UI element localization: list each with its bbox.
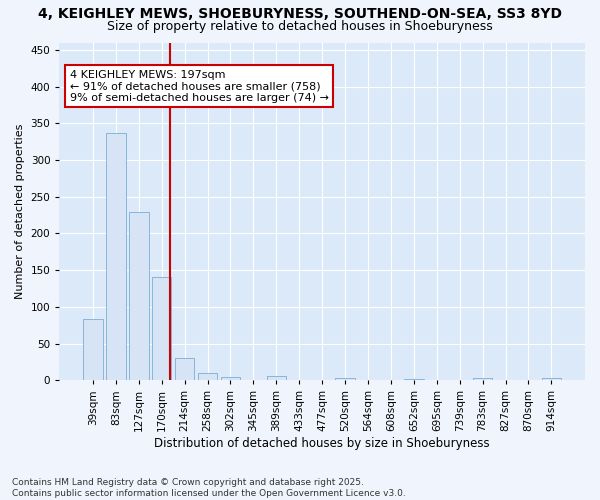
Bar <box>175 358 194 380</box>
Bar <box>106 133 125 380</box>
Bar <box>152 278 172 380</box>
Bar <box>335 378 355 380</box>
X-axis label: Distribution of detached houses by size in Shoeburyness: Distribution of detached houses by size … <box>154 437 490 450</box>
Y-axis label: Number of detached properties: Number of detached properties <box>15 124 25 299</box>
Bar <box>129 212 149 380</box>
Bar <box>404 379 424 380</box>
Text: 4 KEIGHLEY MEWS: 197sqm
← 91% of detached houses are smaller (758)
9% of semi-de: 4 KEIGHLEY MEWS: 197sqm ← 91% of detache… <box>70 70 329 102</box>
Bar <box>542 378 561 380</box>
Text: Contains HM Land Registry data © Crown copyright and database right 2025.
Contai: Contains HM Land Registry data © Crown c… <box>12 478 406 498</box>
Bar <box>221 376 240 380</box>
Text: 4, KEIGHLEY MEWS, SHOEBURYNESS, SOUTHEND-ON-SEA, SS3 8YD: 4, KEIGHLEY MEWS, SHOEBURYNESS, SOUTHEND… <box>38 8 562 22</box>
Bar <box>473 378 493 380</box>
Bar <box>83 318 103 380</box>
Bar <box>198 373 217 380</box>
Bar <box>266 376 286 380</box>
Text: Size of property relative to detached houses in Shoeburyness: Size of property relative to detached ho… <box>107 20 493 33</box>
